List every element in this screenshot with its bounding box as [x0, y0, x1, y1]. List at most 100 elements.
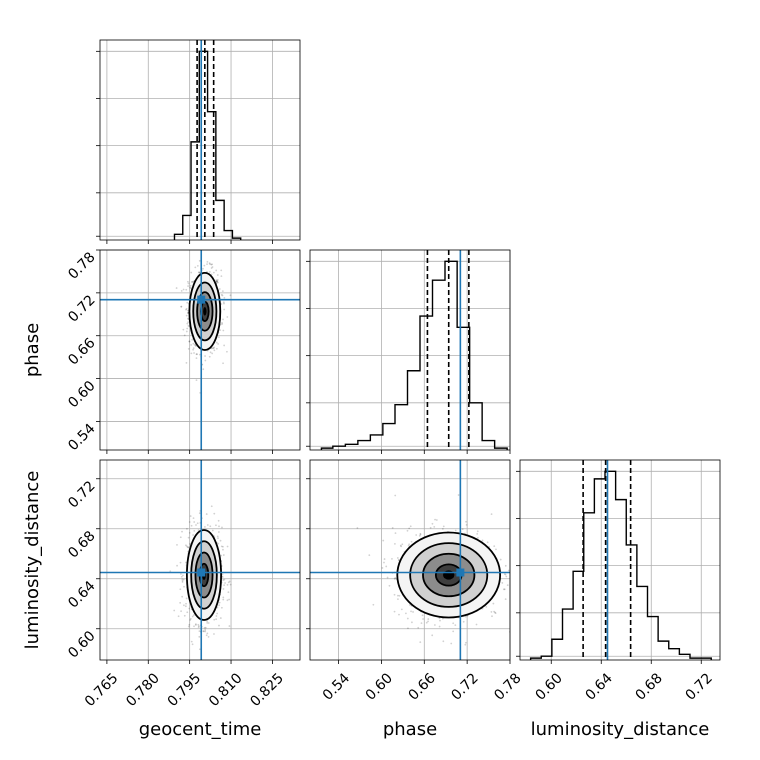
y-tick-label: 0.60	[65, 378, 98, 411]
sample-point	[481, 539, 484, 542]
sample-point	[195, 379, 198, 382]
sample-point	[450, 642, 453, 645]
sample-point	[219, 329, 222, 331]
sample-point	[204, 630, 207, 633]
sample-point	[226, 583, 229, 586]
sample-point	[217, 531, 220, 533]
sample-point	[215, 269, 218, 272]
sample-point	[215, 280, 218, 283]
sample-point	[187, 321, 190, 323]
sample-point	[216, 278, 219, 281]
sample-point	[198, 353, 201, 356]
sample-point	[393, 577, 396, 580]
sample-point	[194, 344, 197, 347]
panel-frame	[99, 39, 301, 241]
sample-point	[192, 517, 195, 520]
sample-point	[190, 640, 193, 643]
sample-point	[431, 634, 434, 637]
sample-point	[206, 632, 209, 635]
sample-point	[216, 274, 219, 276]
contour-line	[190, 540, 218, 610]
sample-point	[211, 347, 214, 349]
sample-point	[186, 327, 189, 330]
sample-point	[512, 612, 514, 614]
sample-point	[452, 622, 455, 625]
sample-point	[187, 280, 189, 283]
x-tick-label: 0.66	[406, 670, 439, 703]
sample-point	[209, 525, 212, 528]
contour-line	[185, 529, 223, 621]
sample-point	[356, 527, 359, 529]
contour-line	[396, 531, 502, 619]
sample-point	[195, 357, 198, 360]
sample-point	[385, 565, 388, 568]
sample-point	[222, 579, 225, 582]
sample-point	[185, 561, 187, 564]
hist-panel-luminosity_distance	[516, 459, 721, 664]
sample-point	[215, 615, 218, 617]
y-tick-label: 0.60	[65, 628, 98, 661]
sample-point	[183, 604, 185, 607]
sample-point	[192, 342, 195, 345]
sample-point	[406, 617, 409, 620]
sample-point	[221, 526, 223, 529]
sample-point	[222, 588, 225, 590]
sample-point	[503, 588, 506, 591]
sample-point	[222, 596, 225, 599]
sample-point	[464, 643, 467, 646]
sample-point	[218, 525, 220, 528]
sample-point	[220, 303, 223, 305]
panel-content	[100, 250, 300, 450]
sample-point	[493, 610, 496, 613]
sample-point	[226, 350, 228, 353]
sample-point	[180, 610, 182, 613]
sample-point	[179, 561, 182, 564]
sample-point	[211, 266, 214, 268]
sample-point	[224, 582, 226, 584]
sample-point	[400, 545, 403, 548]
sample-point	[226, 316, 229, 318]
sample-point	[189, 617, 192, 620]
sample-point	[190, 344, 193, 346]
histogram-geocent_time	[173, 50, 242, 240]
sample-point	[210, 347, 213, 350]
sample-point	[216, 280, 218, 283]
sample-point	[208, 262, 211, 265]
sample-point	[465, 520, 467, 523]
sample-point	[222, 598, 225, 601]
sample-point	[396, 557, 399, 559]
sample-point	[476, 532, 479, 535]
sample-point	[188, 623, 191, 626]
sample-point	[191, 281, 193, 283]
panel-frame	[99, 459, 301, 661]
sample-point	[221, 290, 224, 293]
sample-point	[195, 353, 198, 356]
sample-point	[229, 583, 232, 586]
sample-point	[502, 588, 505, 591]
sample-point	[394, 576, 397, 579]
x-tick-label: 0.795	[165, 670, 205, 710]
sample-point	[213, 618, 216, 621]
x-tick-label: 0.68	[633, 670, 666, 703]
sample-point	[383, 561, 385, 564]
sample-point	[222, 329, 225, 332]
sample-point	[220, 293, 223, 296]
y-tick-label: 0.66	[65, 335, 98, 368]
sample-point	[222, 545, 224, 548]
sample-point	[454, 624, 457, 627]
sample-point	[187, 536, 190, 539]
sample-point	[457, 494, 460, 496]
sample-point	[185, 602, 187, 605]
sample-point	[180, 305, 183, 308]
sample-point	[204, 526, 206, 528]
sample-point	[211, 529, 214, 532]
sample-point	[213, 512, 216, 515]
sample-point	[185, 544, 187, 547]
sample-point	[215, 524, 217, 527]
sample-point	[515, 588, 517, 590]
sample-point	[191, 280, 194, 283]
sample-point	[197, 625, 200, 628]
sample-point	[452, 630, 455, 633]
sample-point	[434, 518, 436, 521]
sample-point	[193, 521, 196, 523]
